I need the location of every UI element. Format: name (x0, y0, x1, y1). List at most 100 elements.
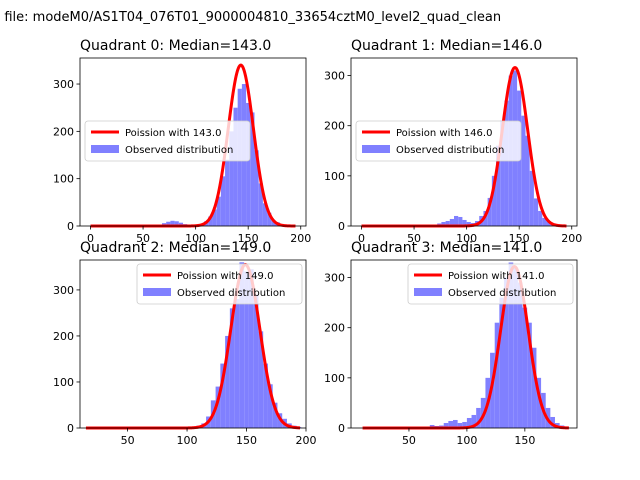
histogram-bar (483, 210, 488, 226)
x-tick-label: 100 (456, 232, 477, 245)
x-tick-label: 150 (514, 434, 535, 447)
legend-box (355, 120, 522, 162)
legend-box (84, 120, 251, 162)
histogram-bar (496, 145, 501, 226)
y-tick-label: 100 (53, 376, 74, 389)
histogram-bar (500, 120, 505, 226)
legend-box (407, 263, 574, 305)
histogram-bar (253, 294, 259, 428)
subplot-title: Quadrant 1: Median=146.0 (351, 38, 542, 54)
axes-frame (350, 259, 578, 429)
legend-label-poisson: Poission with 146.0 (396, 128, 492, 139)
histogram-bar (212, 209, 217, 226)
histogram-bar (220, 363, 226, 428)
histogram-bar (229, 131, 234, 226)
histogram-bar (233, 107, 238, 226)
histogram-bar (542, 217, 547, 226)
histogram-bar (254, 150, 259, 226)
legend-label-poisson: Poission with 149.0 (177, 271, 273, 282)
histogram-bar (476, 407, 481, 428)
y-tick-label: 300 (53, 284, 74, 297)
histogram-bar (491, 175, 497, 226)
histogram-bar (462, 219, 467, 226)
legend-label-observed: Observed distribution (125, 145, 233, 156)
y-tick-label: 200 (53, 125, 74, 138)
y-tick-label: 100 (324, 372, 345, 385)
histogram-bar (546, 221, 551, 226)
subplot-title: Quadrant 2: Median=149.0 (80, 240, 271, 256)
y-tick-label: 300 (53, 78, 74, 91)
histogram-bar (258, 331, 264, 428)
axes-frame (79, 57, 307, 227)
legend-label-poisson: Poission with 141.0 (448, 271, 544, 282)
histogram-bar (250, 112, 255, 226)
histogram-bar (538, 210, 543, 226)
y-tick-label: 0 (338, 220, 345, 233)
histogram-bar (239, 262, 245, 428)
legend-label-observed: Observed distribution (448, 288, 556, 299)
histogram-bar (527, 322, 532, 428)
y-tick-label: 0 (67, 422, 74, 435)
histogram-bar (170, 220, 175, 226)
y-tick-label: 200 (324, 322, 345, 335)
histogram-bar (215, 386, 221, 428)
histogram-bar (220, 176, 226, 226)
histogram-bar (454, 215, 459, 226)
subplot-title: Quadrant 0: Median=143.0 (80, 38, 271, 54)
histogram-bar (229, 308, 235, 428)
legend-patch-observed (143, 288, 171, 296)
x-tick-label: 100 (185, 232, 206, 245)
x-tick-label: 50 (402, 434, 416, 447)
histogram-bar (216, 196, 221, 226)
histogram-bar (449, 218, 455, 226)
legend-box (136, 263, 303, 305)
histogram-bar (208, 216, 213, 226)
histogram-bar (267, 384, 273, 428)
legend-patch-observed (91, 145, 119, 153)
legend-label-observed: Observed distribution (396, 145, 504, 156)
histogram-bar (178, 222, 184, 226)
legend-patch-observed (414, 288, 442, 296)
legend-patch-observed (362, 145, 390, 153)
x-tick-label: 150 (238, 232, 259, 245)
histogram-bar (174, 221, 179, 226)
y-tick-label: 200 (324, 120, 345, 133)
x-tick-label: 0 (87, 232, 94, 245)
y-tick-label: 300 (324, 272, 345, 285)
histogram-bar (445, 220, 450, 226)
legend-label-observed: Observed distribution (177, 288, 285, 299)
histogram-bar (246, 102, 251, 226)
histogram-bar (263, 363, 268, 428)
histogram-bar (494, 322, 500, 428)
histogram-bar (248, 269, 254, 428)
x-tick-label: 50 (121, 434, 135, 447)
histogram-bar (517, 282, 523, 428)
histogram-bar (466, 221, 471, 226)
histogram-bar (458, 216, 463, 226)
histogram-bar (271, 220, 276, 226)
histogram-bar (462, 421, 467, 428)
histogram-bar (225, 159, 230, 226)
x-tick-label: 150 (509, 232, 530, 245)
subplot-title: Quadrant 3: Median=141.0 (351, 240, 542, 256)
legend-label-poisson: Poission with 143.0 (125, 128, 221, 139)
histogram-bar (441, 221, 446, 226)
histogram-bar (272, 402, 278, 428)
subplot-quadrant-2: 50 100 150 200 0 100 200 300 Quadrant 2: Median=… (53, 240, 317, 447)
histogram-bar (503, 277, 509, 428)
histogram-bar (225, 335, 230, 428)
histogram-bar (499, 297, 504, 428)
y-tick-label: 0 (67, 220, 74, 233)
x-tick-label: 0 (358, 232, 365, 245)
histogram-bar (513, 267, 518, 428)
histogram-bar (536, 377, 542, 428)
x-tick-label: 200 (290, 232, 311, 245)
histogram-bar (244, 271, 249, 428)
x-tick-label: 200 (296, 434, 317, 447)
histogram-bar (429, 424, 435, 428)
y-tick-label: 0 (338, 422, 345, 435)
x-tick-label: 150 (236, 434, 257, 447)
histogram-bar (531, 347, 537, 428)
histogram-bar (508, 262, 514, 428)
